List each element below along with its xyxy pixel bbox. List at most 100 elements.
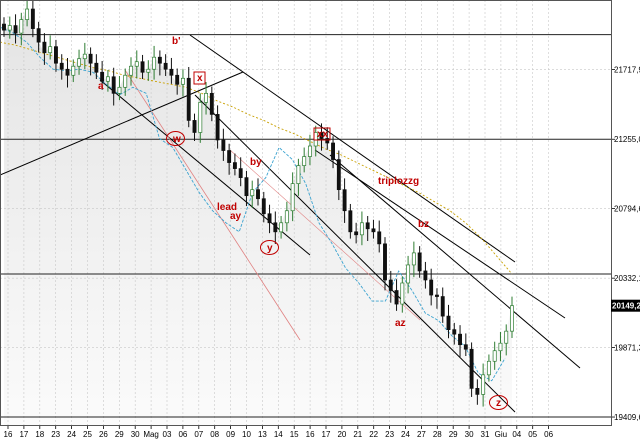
last-price-badge	[611, 299, 640, 312]
label-circle	[260, 240, 279, 255]
candle-body	[284, 210, 289, 224]
wave-label-az: az	[395, 318, 406, 329]
candle-body	[19, 19, 24, 34]
candle-body	[406, 264, 411, 284]
candle-body	[383, 243, 387, 281]
x-tick-label: 29	[449, 430, 458, 439]
x-tick-label: 09	[226, 430, 235, 439]
x-tick-label: 03	[163, 430, 172, 439]
candle-body	[100, 71, 105, 82]
candle-body	[296, 165, 301, 184]
candle-body	[77, 58, 81, 67]
candle-body	[279, 222, 284, 233]
candle-body	[388, 279, 393, 291]
candle-body	[319, 132, 324, 139]
y-tick-label: 20332,1	[614, 274, 640, 283]
label-circle	[166, 131, 185, 146]
candle-body	[13, 25, 18, 34]
label-circle	[489, 395, 508, 410]
candle-body	[215, 114, 220, 141]
candle-body	[411, 252, 416, 266]
candle-body	[486, 360, 491, 376]
candle-body	[232, 162, 237, 169]
candle-body	[463, 344, 468, 350]
candle-body	[302, 156, 307, 166]
candles	[2, 0, 514, 407]
candle-body	[129, 65, 133, 76]
candle-body	[94, 62, 99, 73]
candle-body	[504, 330, 509, 344]
candle-body	[458, 333, 462, 346]
w-x-line	[0, 71, 244, 176]
candle-body	[2, 23, 6, 31]
plot-border	[0, 0, 612, 426]
candle-body	[377, 231, 382, 245]
price-area	[4, 9, 512, 426]
red-fan-line	[124, 69, 301, 341]
wave-label-z: z	[489, 395, 508, 410]
candle-body	[325, 138, 330, 144]
candle-body	[331, 142, 335, 160]
red-fan-line-2	[229, 149, 421, 321]
candle-body	[227, 150, 232, 163]
x-tick-label: Mag	[143, 430, 159, 439]
wave-label-by: by	[250, 157, 262, 168]
label-box	[313, 127, 331, 141]
channel-lower-z	[194, 94, 516, 413]
wave-label-xx: xx	[313, 127, 331, 141]
candle-body	[354, 231, 359, 236]
candle-body	[290, 183, 295, 212]
candle-body	[423, 270, 428, 281]
wave-label-b: b'	[172, 36, 181, 47]
wave-label-text: ay	[230, 211, 242, 222]
candle-body	[221, 139, 226, 151]
x-tick-label: 23	[385, 430, 394, 439]
wave-label-text: az	[395, 318, 406, 329]
x-tick-label: 17	[19, 430, 28, 439]
x-tick-label: 28	[433, 430, 442, 439]
candle-body	[261, 198, 266, 215]
candle-body	[48, 46, 53, 54]
x-tick-label: 05	[528, 430, 537, 439]
candle-body	[140, 61, 145, 73]
candle-body	[204, 92, 208, 103]
candle-body	[105, 76, 110, 82]
candle-body	[435, 294, 439, 297]
wave-label-text: by	[250, 157, 262, 168]
x-tick-label: 22	[369, 430, 378, 439]
y-tick-label: 21255,0	[614, 135, 640, 144]
trendlines[interactable]	[0, 34, 581, 413]
channel-mid	[314, 149, 566, 319]
candle-body	[111, 76, 116, 94]
channel-upper-b	[189, 34, 516, 263]
y-tick-label: 21717,9	[614, 66, 640, 75]
triplozzg-line	[0, 41, 513, 275]
wave-label-text: y	[267, 243, 273, 254]
wave-label-triplozzg: triplozzg	[378, 176, 419, 187]
last-price-text: 20149,2	[612, 302, 640, 311]
wave-label-text: a	[98, 81, 104, 92]
x-tick-label: 10	[242, 430, 251, 439]
wave-label-text: z	[496, 398, 501, 409]
last-price-label: 20149,2	[611, 299, 640, 312]
price-area-fill	[4, 9, 512, 426]
candle-body	[88, 53, 93, 64]
candle-body	[481, 374, 486, 395]
wave-label-text: lead	[217, 202, 237, 213]
wave-label-w: w	[166, 131, 185, 146]
x-tick-label: 16	[306, 430, 315, 439]
wave-label-x: x	[193, 71, 206, 85]
candle-body	[152, 56, 157, 70]
candle-body	[238, 168, 243, 178]
x-tick-label: 06	[178, 430, 187, 439]
candle-body	[452, 329, 457, 335]
candle-body	[336, 159, 341, 191]
x-tick-label: 29	[115, 430, 124, 439]
y-tick-label: 20794,6	[614, 205, 640, 214]
wave-label-a: a	[98, 81, 104, 92]
candle-body	[510, 305, 514, 332]
candle-body	[25, 8, 30, 20]
label-box	[193, 71, 206, 85]
